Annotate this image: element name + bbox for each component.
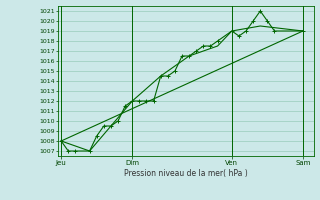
X-axis label: Pression niveau de la mer( hPa ): Pression niveau de la mer( hPa ) [124, 169, 247, 178]
